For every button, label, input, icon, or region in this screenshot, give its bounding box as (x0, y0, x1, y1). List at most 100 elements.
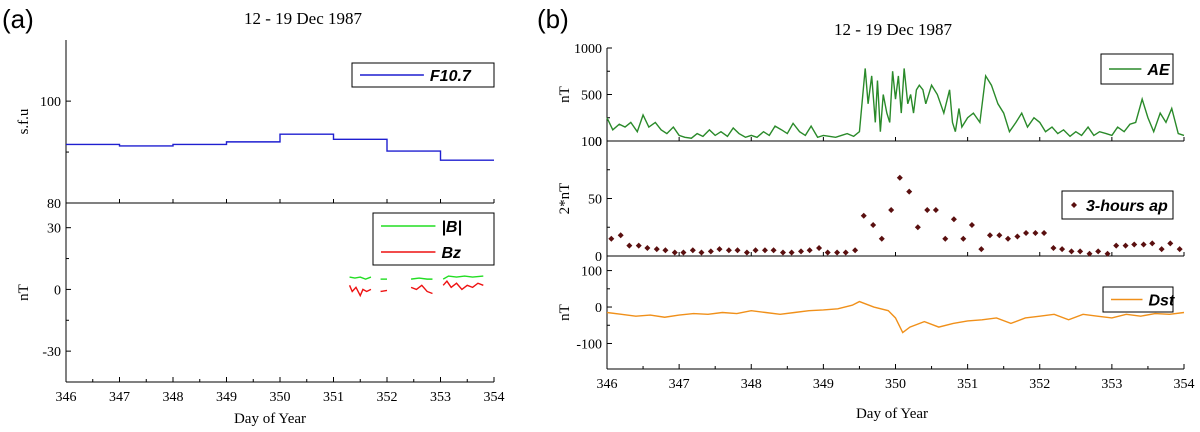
y-tick-label: 30 (47, 222, 61, 237)
ap-point (1158, 246, 1165, 253)
ap-point (644, 244, 651, 251)
subplot-0: 80 100 s.f.u F10.7 (16, 40, 495, 212)
y-tick-label: 80 (47, 197, 61, 212)
series-line-dst (606, 300, 1185, 334)
ap-point (842, 249, 849, 256)
x-tick-label: 351 (957, 377, 978, 392)
panel-a-letter: (a) (2, 4, 34, 34)
ap-point (888, 207, 895, 213)
y-tick-label: 100 (581, 135, 602, 150)
ap-point (1041, 230, 1048, 236)
ap-point (878, 235, 885, 242)
ap-point (1095, 248, 1102, 255)
x-tick-label: 351 (323, 390, 344, 405)
ap-point (852, 247, 859, 254)
ap-point (896, 174, 903, 181)
ap-point (680, 249, 687, 256)
legend-b: |B| Bz (372, 212, 495, 266)
legend-frame (1100, 53, 1174, 85)
ap-point (779, 249, 786, 256)
legend-label: F10.7 (430, 68, 472, 85)
series-line-b (442, 275, 484, 280)
legend-label: Dst (1149, 293, 1175, 310)
legend-label: 3-hours ap (1086, 198, 1168, 215)
x-tick-label: 350 (270, 390, 291, 405)
ap-point (906, 188, 913, 195)
legend-f107: F10.7 (351, 62, 495, 88)
ap-point (860, 212, 867, 219)
ap-point (671, 249, 678, 256)
ap-point (716, 246, 723, 253)
subplot-1: -30 0 30 nT 346 347 348 349 350 351 352 353 354 |B| Bz (16, 203, 505, 405)
ap-point (1140, 241, 1147, 248)
series-line-bz (442, 280, 484, 291)
panel-b-title: 12 - 19 Dec 1987 (834, 20, 953, 39)
subplot-3: 0 50 100 2*nT 3-hours ap (557, 135, 1185, 265)
y-axis-label: nT (557, 86, 573, 103)
series-line-f107 (66, 133, 494, 161)
y-tick-label: -100 (576, 337, 602, 352)
y-tick-label: 0 (54, 283, 61, 298)
y-tick-label: 1000 (574, 42, 602, 57)
legend-frame (351, 62, 495, 88)
ap-point (1068, 248, 1075, 255)
x-tick-label: 348 (163, 390, 184, 405)
ap-point (1104, 250, 1111, 257)
ap-point (761, 247, 768, 254)
ap-point (635, 242, 642, 249)
ap-point (914, 224, 921, 231)
ap-point (1077, 248, 1084, 255)
ap-point (1059, 246, 1066, 253)
ap-point (617, 232, 624, 239)
plot-area: 80 100 s.f.u F10.7 -30 0 30 nT 346 347 348 349 350 35… (16, 40, 1195, 405)
legend-dst: Dst (1102, 286, 1175, 313)
y-axis-label: s.f.u (16, 108, 32, 134)
panel-a-title: 12 - 19 Dec 1987 (244, 9, 363, 28)
ap-point (798, 248, 805, 255)
series-line-bz (380, 289, 388, 293)
legend-frame (372, 212, 495, 266)
ap-point (752, 247, 759, 254)
x-tick-label: 347 (109, 390, 130, 405)
x-tick-label: 353 (430, 390, 451, 405)
x-tick-label: 353 (1101, 377, 1122, 392)
x-tick-label: 354 (484, 390, 505, 405)
x-tick-label: 354 (1174, 377, 1195, 392)
x-tick-label: 349 (813, 377, 834, 392)
ap-point (770, 247, 777, 254)
x-tick-label: 352 (377, 390, 398, 405)
ap-point (1131, 241, 1138, 248)
ap-point (626, 242, 633, 249)
ap-point (653, 246, 660, 253)
ap-point (1086, 250, 1093, 257)
panel-b-xlabel: Day of Year (856, 406, 928, 422)
ap-point (942, 235, 949, 242)
x-tick-label: 352 (1029, 377, 1050, 392)
ap-point (870, 221, 877, 228)
ap-point (725, 247, 732, 254)
panel-a-xlabel: Day of Year (234, 411, 306, 427)
x-tick-label: 348 (741, 377, 762, 392)
y-tick-label: 0 (595, 250, 602, 265)
series-line-b (410, 277, 433, 280)
ap-point (608, 235, 615, 242)
ap-point (662, 247, 669, 254)
x-tick-label: 347 (669, 377, 690, 392)
y-tick-label: 0 (595, 135, 602, 150)
y-tick-label: -30 (42, 345, 61, 360)
legend-frame (1061, 190, 1174, 220)
series-line-ae (606, 68, 1185, 139)
ap-point (824, 249, 831, 256)
y-tick-label: 0 (595, 301, 602, 316)
ap-point (978, 246, 985, 253)
ap-point (1005, 235, 1012, 242)
ap-point (1149, 240, 1156, 247)
ap-point (1167, 240, 1174, 247)
y-axis-label: 2*nT (557, 183, 573, 215)
subplot-2: 0 500 1000 nT AE (557, 42, 1185, 150)
legend-label: |B| (441, 219, 462, 236)
panel-b-letter: (b) (537, 4, 569, 34)
legend-marker (1071, 202, 1077, 208)
y-tick-label: 50 (588, 193, 602, 208)
